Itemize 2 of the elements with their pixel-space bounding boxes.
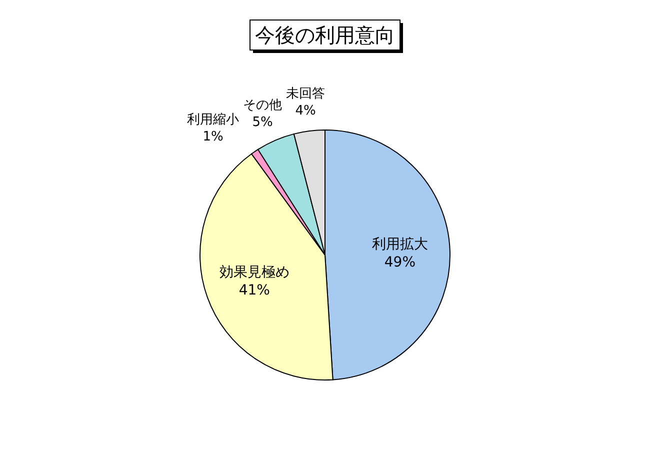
title: 今後の利用意向 xyxy=(250,20,403,53)
chart-title: 今後の利用意向 xyxy=(255,23,395,47)
